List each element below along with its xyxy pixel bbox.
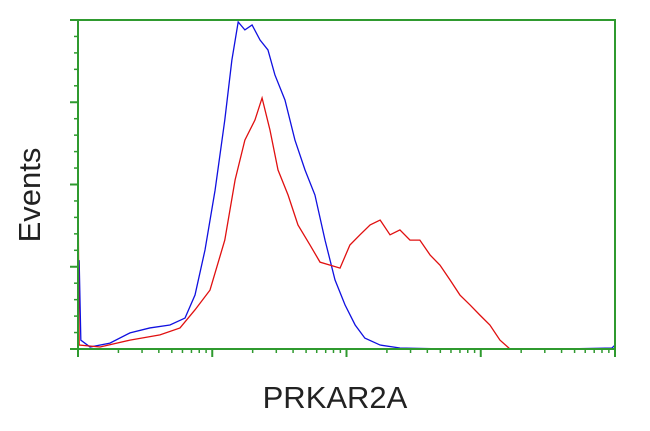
series-line [77,20,616,350]
series-line [77,95,615,350]
plot-frame [77,19,616,350]
x-axis-label: PRKAR2A [263,380,408,415]
y-axis-label: Events [12,148,47,243]
